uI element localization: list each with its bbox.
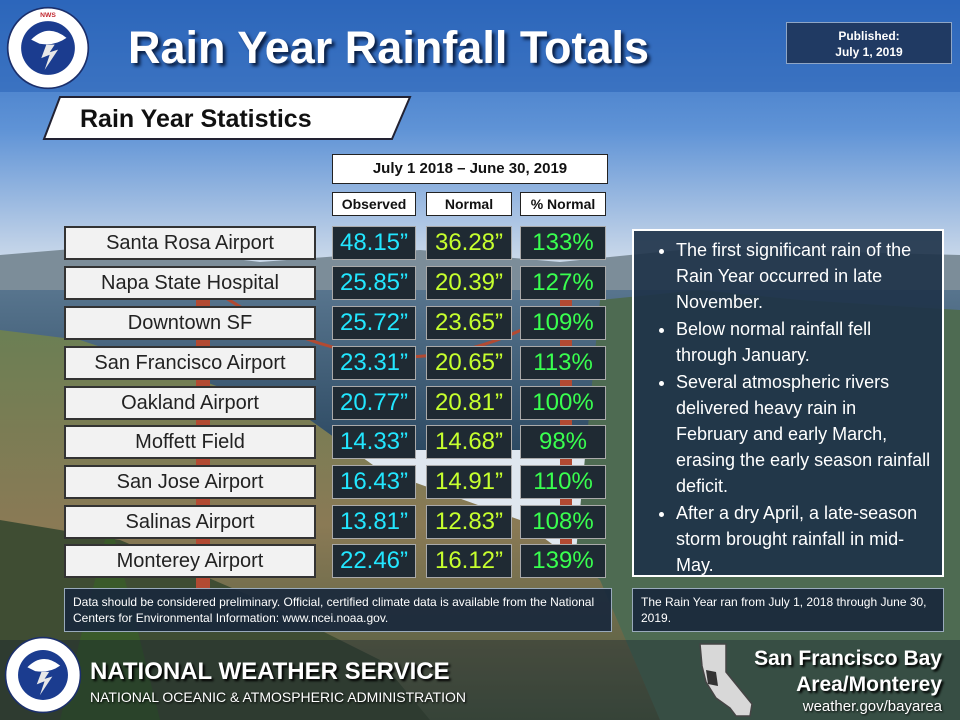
stats-banner-shape	[42, 96, 412, 140]
office-url-link[interactable]: weather.gov/bayarea	[802, 698, 942, 715]
station-name: Oakland Airport	[64, 386, 316, 420]
observed-value: 14.33”	[332, 425, 416, 459]
office-name-line2: Area/Monterey	[796, 673, 942, 696]
normal-value: 20.39”	[426, 266, 512, 300]
nws-logo: NWS	[6, 6, 90, 90]
station-name: Moffett Field	[64, 425, 316, 459]
percent-normal-value: 100%	[520, 386, 606, 420]
footer-agency-name: NATIONAL WEATHER SERVICE	[90, 658, 450, 685]
published-label: Published:	[838, 29, 900, 43]
office-name-line1: San Francisco Bay	[754, 647, 942, 670]
percent-normal-value: 139%	[520, 544, 606, 578]
station-name: Santa Rosa Airport	[64, 226, 316, 260]
observed-value: 25.85”	[332, 266, 416, 300]
observed-value: 16.43”	[332, 465, 416, 499]
normal-value: 14.68”	[426, 425, 512, 459]
normal-value: 16.12”	[426, 544, 512, 578]
station-name: Napa State Hospital	[64, 266, 316, 300]
percent-normal-value: 113%	[520, 346, 606, 380]
california-map-icon	[699, 643, 753, 717]
column-header-percent: % Normal	[520, 192, 606, 216]
note-item: Several atmospheric rivers delivered hea…	[676, 369, 932, 499]
percent-normal-value: 127%	[520, 266, 606, 300]
note-item: Below normal rainfall fell through Janua…	[676, 316, 932, 368]
percent-normal-value: 110%	[520, 465, 606, 499]
notes-list: The first significant rain of the Rain Y…	[642, 237, 932, 578]
percent-normal-value: 109%	[520, 306, 606, 340]
footer-parent-agency: NATIONAL OCEANIC & ATMOSPHERIC ADMINISTR…	[90, 689, 466, 705]
rain-year-note: The Rain Year ran from July 1, 2018 thro…	[632, 588, 944, 632]
percent-normal-value: 108%	[520, 505, 606, 539]
observed-value: 20.77”	[332, 386, 416, 420]
period-header: July 1 2018 – June 30, 2019	[332, 154, 608, 184]
published-badge: Published: July 1, 2019	[786, 22, 952, 64]
observed-value: 23.31”	[332, 346, 416, 380]
column-header-normal: Normal	[426, 192, 512, 216]
percent-normal-value: 133%	[520, 226, 606, 260]
published-date: July 1, 2019	[835, 45, 903, 59]
stats-banner-title: Rain Year Statistics	[80, 105, 312, 133]
station-name: San Jose Airport	[64, 465, 316, 499]
observed-value: 13.81”	[332, 505, 416, 539]
station-name: Monterey Airport	[64, 544, 316, 578]
note-item: After a dry April, a late-season storm b…	[676, 500, 932, 578]
nws-logo-footer	[4, 636, 82, 714]
disclaimer-text: Data should be considered preliminary. O…	[64, 588, 612, 632]
note-item: The first significant rain of the Rain Y…	[676, 237, 932, 315]
page-title: Rain Year Rainfall Totals	[128, 22, 650, 73]
nws-logo-lettering: NWS	[40, 12, 56, 19]
normal-value: 14.91”	[426, 465, 512, 499]
station-name: Downtown SF	[64, 306, 316, 340]
column-header-observed: Observed	[332, 192, 416, 216]
observed-value: 48.15”	[332, 226, 416, 260]
normal-value: 12.83”	[426, 505, 512, 539]
normal-value: 20.65”	[426, 346, 512, 380]
normal-value: 23.65”	[426, 306, 512, 340]
normal-value: 36.28”	[426, 226, 512, 260]
station-name: San Francisco Airport	[64, 346, 316, 380]
percent-normal-value: 98%	[520, 425, 606, 459]
office-name: San Francisco Bay Area/Monterey	[720, 646, 942, 698]
observed-value: 25.72”	[332, 306, 416, 340]
normal-value: 20.81”	[426, 386, 512, 420]
notes-panel: The first significant rain of the Rain Y…	[632, 229, 944, 577]
observed-value: 22.46”	[332, 544, 416, 578]
station-name: Salinas Airport	[64, 505, 316, 539]
